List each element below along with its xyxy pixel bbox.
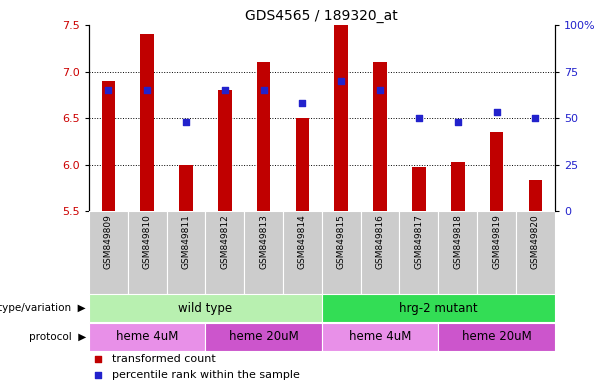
- Text: GSM849814: GSM849814: [298, 215, 307, 269]
- Bar: [295, 118, 309, 211]
- Text: GSM849813: GSM849813: [259, 215, 268, 270]
- Text: transformed count: transformed count: [112, 354, 216, 364]
- Bar: [477, 211, 516, 294]
- Text: genotype/variation  ▶: genotype/variation ▶: [0, 303, 86, 313]
- Bar: [128, 211, 167, 294]
- Text: wild type: wild type: [178, 302, 232, 314]
- Bar: [490, 132, 503, 211]
- Bar: [89, 295, 322, 322]
- Point: [142, 87, 152, 93]
- Bar: [218, 90, 232, 211]
- Point: [402, 316, 411, 322]
- Text: heme 4uM: heme 4uM: [349, 331, 411, 343]
- Bar: [140, 34, 154, 211]
- Bar: [205, 211, 244, 294]
- Bar: [322, 295, 555, 322]
- Bar: [335, 25, 348, 211]
- Point: [220, 87, 230, 93]
- Text: GSM849816: GSM849816: [376, 215, 384, 270]
- Text: percentile rank within the sample: percentile rank within the sample: [112, 370, 300, 380]
- Point: [375, 87, 385, 93]
- Point: [453, 119, 463, 125]
- Bar: [89, 323, 205, 351]
- Bar: [322, 211, 360, 294]
- Bar: [102, 81, 115, 211]
- Bar: [516, 211, 555, 294]
- Text: protocol  ▶: protocol ▶: [29, 332, 86, 342]
- Point: [337, 78, 346, 84]
- Text: heme 4uM: heme 4uM: [116, 331, 178, 343]
- Bar: [283, 211, 322, 294]
- Bar: [528, 180, 542, 211]
- Title: GDS4565 / 189320_at: GDS4565 / 189320_at: [245, 8, 398, 23]
- Point: [104, 87, 113, 93]
- Text: GSM849818: GSM849818: [453, 215, 462, 270]
- Text: GSM849819: GSM849819: [492, 215, 501, 270]
- Bar: [400, 211, 438, 294]
- Bar: [205, 323, 322, 351]
- Bar: [412, 167, 425, 211]
- Text: GSM849815: GSM849815: [337, 215, 346, 270]
- Point: [414, 115, 424, 121]
- Text: GSM849820: GSM849820: [531, 215, 540, 269]
- Text: heme 20uM: heme 20uM: [229, 331, 299, 343]
- Bar: [451, 162, 465, 211]
- Bar: [322, 323, 438, 351]
- Bar: [373, 62, 387, 211]
- Point: [181, 119, 191, 125]
- Point: [492, 109, 501, 116]
- Point: [530, 115, 540, 121]
- Text: heme 20uM: heme 20uM: [462, 331, 531, 343]
- Point: [259, 87, 268, 93]
- Text: GSM849812: GSM849812: [220, 215, 229, 269]
- Text: GSM849811: GSM849811: [181, 215, 191, 270]
- Point: [402, 174, 411, 180]
- Bar: [360, 211, 400, 294]
- Bar: [179, 165, 192, 211]
- Text: GSM849809: GSM849809: [104, 215, 113, 270]
- Bar: [89, 211, 128, 294]
- Text: GSM849810: GSM849810: [143, 215, 151, 270]
- Bar: [167, 211, 205, 294]
- Bar: [438, 323, 555, 351]
- Text: hrg-2 mutant: hrg-2 mutant: [399, 302, 478, 314]
- Bar: [244, 211, 283, 294]
- Point: [297, 100, 307, 106]
- Bar: [257, 62, 270, 211]
- Text: GSM849817: GSM849817: [414, 215, 424, 270]
- Bar: [438, 211, 477, 294]
